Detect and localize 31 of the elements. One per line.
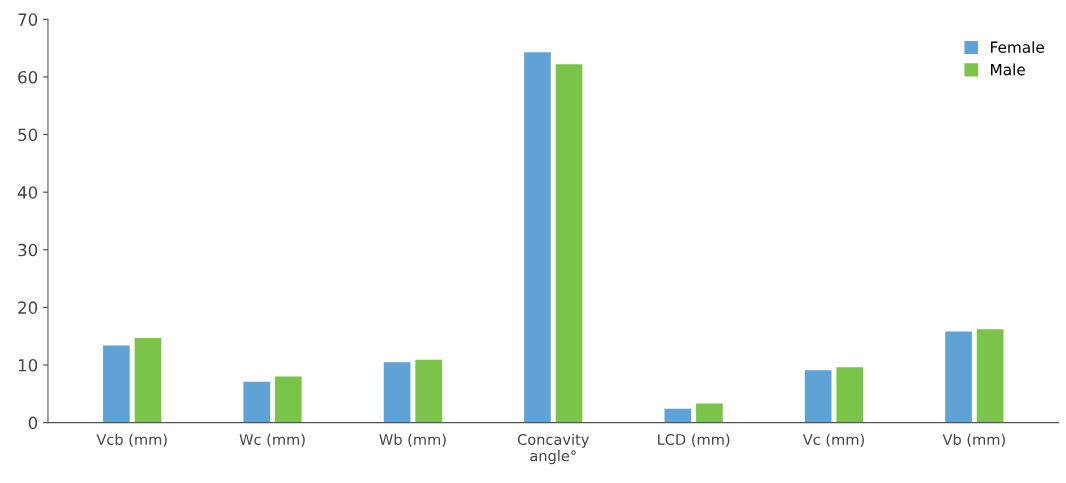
bar [664, 408, 692, 423]
y-tick-label: 20 [18, 301, 38, 314]
y-tick-label: 50 [18, 128, 38, 142]
bar [383, 362, 411, 423]
bar [555, 64, 583, 423]
bar [696, 403, 723, 423]
bar [134, 337, 162, 423]
x-tick-label: LCD (mm) [658, 433, 730, 447]
bar [243, 381, 271, 423]
x-tick-label: Concavity angle° [517, 433, 589, 465]
x-tick-label: Wc (mm) [239, 433, 305, 447]
bar [945, 331, 972, 423]
y-tick-label: 10 [18, 358, 38, 372]
x-tick-label: Wb (mm) [379, 433, 446, 447]
bar [804, 370, 832, 423]
y-tick-label: 30 [18, 243, 38, 257]
y-tick-label: 60 [18, 70, 38, 84]
bar [524, 52, 551, 423]
x-tick-label: Vcb (mm) [96, 433, 167, 447]
x-tick-label: Vc (mm) [802, 433, 864, 447]
x-tick-label: Vb (mm) [942, 433, 1005, 447]
y-tick-label: 70 [18, 13, 38, 26]
bar [275, 376, 302, 423]
legend-label: Female [991, 41, 1044, 53]
bar [836, 367, 864, 423]
bar [976, 329, 1004, 423]
y-tick-label: 40 [17, 186, 38, 199]
legend-label: Male [991, 63, 1025, 76]
y-tick-label: 0 [28, 416, 38, 430]
bar [103, 345, 130, 423]
bar [415, 359, 443, 423]
